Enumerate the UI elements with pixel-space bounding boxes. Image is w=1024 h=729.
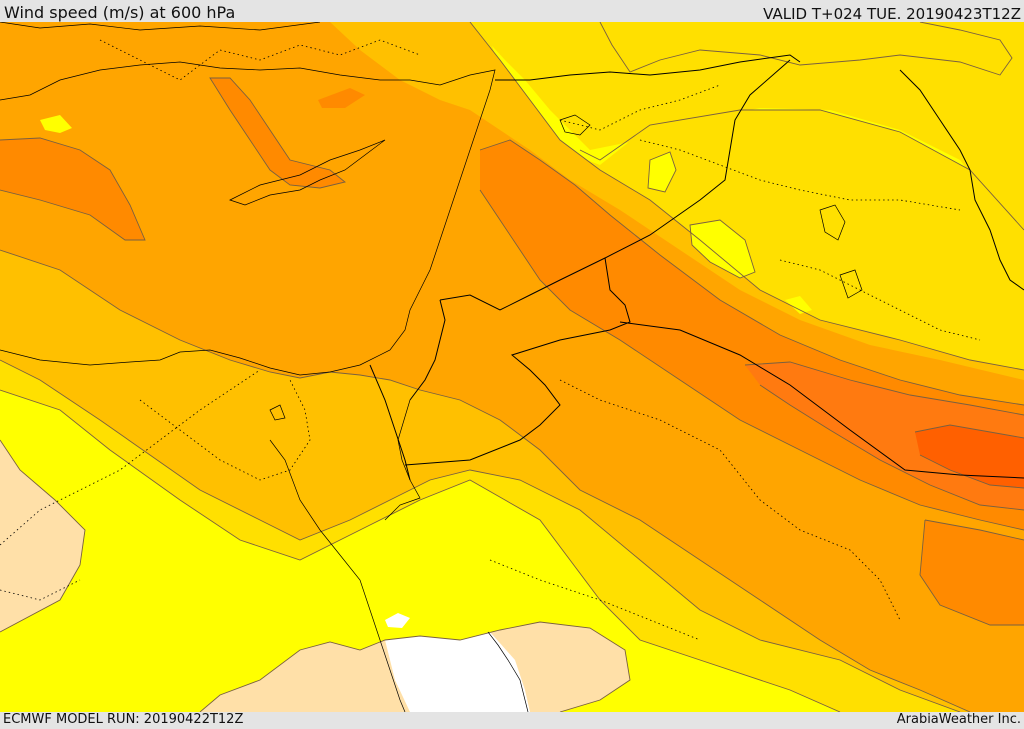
calm-spot-saudi-north (785, 296, 812, 314)
valid-time-label: VALID T+024 TUE. 20190423T12Z (763, 5, 1021, 23)
wind-patch-dark-orange-mediterranean (0, 138, 145, 240)
credit-label: ArabiaWeather Inc. (896, 712, 1021, 727)
wind-core-red-orange (745, 362, 1024, 510)
calm-spot-syria (648, 152, 676, 192)
country-borders (369, 54, 1024, 481)
calm-spot-sinai (385, 613, 410, 628)
coastlines (0, 22, 863, 712)
calm-patch-red-sea (385, 632, 530, 712)
calm-spot-turkey (40, 115, 72, 133)
map-title: Wind speed (m/s) at 600 hPa (4, 3, 236, 22)
wind-core-maximum (915, 425, 1024, 488)
wind-speed-map (0, 22, 1024, 712)
low-wind-patch-west (0, 440, 85, 632)
admin-boundaries (0, 39, 981, 641)
map-footer: ECMWF MODEL RUN: 20190422T12Z ArabiaWeat… (0, 712, 1024, 729)
wind-patch-dark-orange-east-extension (920, 520, 1024, 625)
isotach-contours (0, 22, 1024, 712)
wind-band-orange (0, 22, 1024, 712)
wind-patch-dark-orange-small (318, 88, 365, 108)
model-run-label: ECMWF MODEL RUN: 20190422T12Z (3, 712, 244, 727)
map-header: Wind speed (m/s) at 600 hPa VALID T+024 … (0, 0, 1024, 23)
wind-speed-map-canvas (0, 22, 1024, 712)
calm-spot-iraq (690, 220, 755, 278)
wind-patch-dark-orange-cyprus-strip (210, 78, 345, 188)
